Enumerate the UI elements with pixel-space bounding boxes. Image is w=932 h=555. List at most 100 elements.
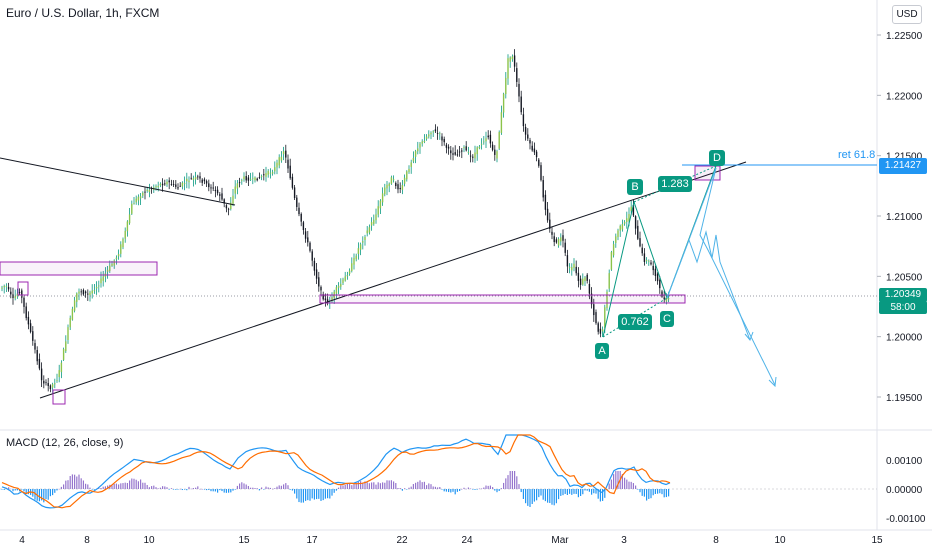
resistance-box xyxy=(0,261,158,276)
macd-histogram-bar xyxy=(131,478,133,489)
macd-histogram-bar xyxy=(423,481,425,489)
candle-body xyxy=(100,278,102,284)
candle-body xyxy=(652,265,654,271)
macd-histogram-bar xyxy=(254,488,256,489)
candle-body xyxy=(47,383,49,386)
candle-body xyxy=(197,176,199,178)
macd-histogram-bar xyxy=(256,488,258,489)
macd-histogram-bar xyxy=(212,489,214,492)
candle-body xyxy=(496,151,498,159)
candle-body xyxy=(564,242,566,253)
candle-body xyxy=(397,184,399,190)
candle-body xyxy=(111,263,113,266)
macd-histogram-bar xyxy=(228,489,230,493)
candle-body xyxy=(122,239,124,248)
candle-body xyxy=(117,254,120,257)
macd-histogram-bar xyxy=(569,489,571,494)
macd-histogram-bar xyxy=(547,489,549,503)
point-a-label: A xyxy=(595,343,609,359)
macd-histogram-bar xyxy=(318,489,320,499)
macd-histogram-bar xyxy=(463,487,465,489)
candle-body xyxy=(287,159,289,169)
macd-histogram-bar xyxy=(399,488,401,489)
candle-body xyxy=(546,208,549,221)
candle-body xyxy=(194,177,197,180)
candle-body xyxy=(430,132,432,135)
macd-histogram-bar xyxy=(573,489,575,494)
time-tick-label: 10 xyxy=(774,535,786,546)
candle-body xyxy=(516,68,518,82)
macd-tick-label: 0.00100 xyxy=(886,456,923,467)
candle-body xyxy=(645,260,648,262)
macd-histogram-bar xyxy=(608,483,610,489)
candle-body xyxy=(65,341,67,352)
macd-histogram-bar xyxy=(406,489,408,490)
macd-histogram-bar xyxy=(252,487,254,489)
macd-histogram-bar xyxy=(60,486,62,489)
price-tick-label: 1.21000 xyxy=(886,212,923,223)
macd-histogram-bar xyxy=(144,482,146,489)
macd-histogram-bar xyxy=(386,480,388,489)
macd-histogram-bar xyxy=(104,486,106,489)
macd-histogram-bar xyxy=(390,480,392,489)
currency-button[interactable]: USD xyxy=(892,5,922,24)
macd-histogram-bar xyxy=(214,489,216,492)
price-tick-label: 1.20500 xyxy=(886,272,923,283)
candle-body xyxy=(505,77,507,95)
macd-histogram-bar xyxy=(368,483,370,489)
candle-body xyxy=(401,185,404,190)
macd-histogram-bar xyxy=(192,488,194,489)
macd-histogram-bar xyxy=(126,483,128,489)
macd-histogram-bar xyxy=(549,489,551,504)
macd-histogram-bar xyxy=(483,487,485,489)
candle-body xyxy=(368,227,371,233)
low-marker-box xyxy=(52,389,66,405)
candle-body xyxy=(344,276,346,281)
candle-body xyxy=(533,148,536,153)
candle-body xyxy=(395,182,397,187)
macd-histogram-bar xyxy=(261,487,263,489)
candle-body xyxy=(265,173,267,177)
arrow-head-icon xyxy=(744,331,754,341)
candle-body xyxy=(478,146,481,149)
macd-histogram-bar xyxy=(76,476,78,489)
candle-body xyxy=(89,292,91,296)
macd-histogram-bar xyxy=(137,481,139,489)
candle-body xyxy=(67,327,69,340)
candle-body xyxy=(203,179,206,182)
macd-histogram-bar xyxy=(404,488,406,489)
macd-histogram-bar xyxy=(179,488,181,490)
macd-histogram-bar xyxy=(443,489,445,492)
macd-histogram-bar xyxy=(371,482,373,489)
candle-body xyxy=(296,197,298,208)
macd-histogram-bar xyxy=(186,489,188,491)
macd-histogram-bar xyxy=(426,485,428,489)
macd-histogram-bar xyxy=(492,487,494,489)
macd-histogram-bar xyxy=(566,489,568,495)
candle-body xyxy=(331,297,333,302)
macd-histogram-bar xyxy=(267,487,269,489)
macd-histogram-bar xyxy=(439,486,441,489)
candle-body xyxy=(445,144,448,148)
candle-body xyxy=(650,262,652,265)
candle-body xyxy=(392,179,395,181)
macd-histogram-bar xyxy=(23,489,25,492)
candle-body xyxy=(73,300,76,311)
macd-histogram-bar xyxy=(333,489,335,493)
macd-histogram-bar xyxy=(38,489,40,502)
candle-body xyxy=(3,286,5,288)
macd-histogram-bar xyxy=(338,487,340,489)
candle-body xyxy=(128,214,131,224)
macd-histogram-bar xyxy=(560,489,562,496)
macd-histogram-bar xyxy=(452,489,454,492)
macd-histogram-bar xyxy=(107,485,109,489)
macd-histogram-bar xyxy=(320,489,322,501)
macd-histogram-bar xyxy=(307,489,309,501)
candle-body xyxy=(181,182,184,187)
candle-body xyxy=(315,269,318,279)
candle-body xyxy=(362,241,364,243)
candle-body xyxy=(443,138,445,143)
macd-histogram-bar xyxy=(428,483,430,489)
